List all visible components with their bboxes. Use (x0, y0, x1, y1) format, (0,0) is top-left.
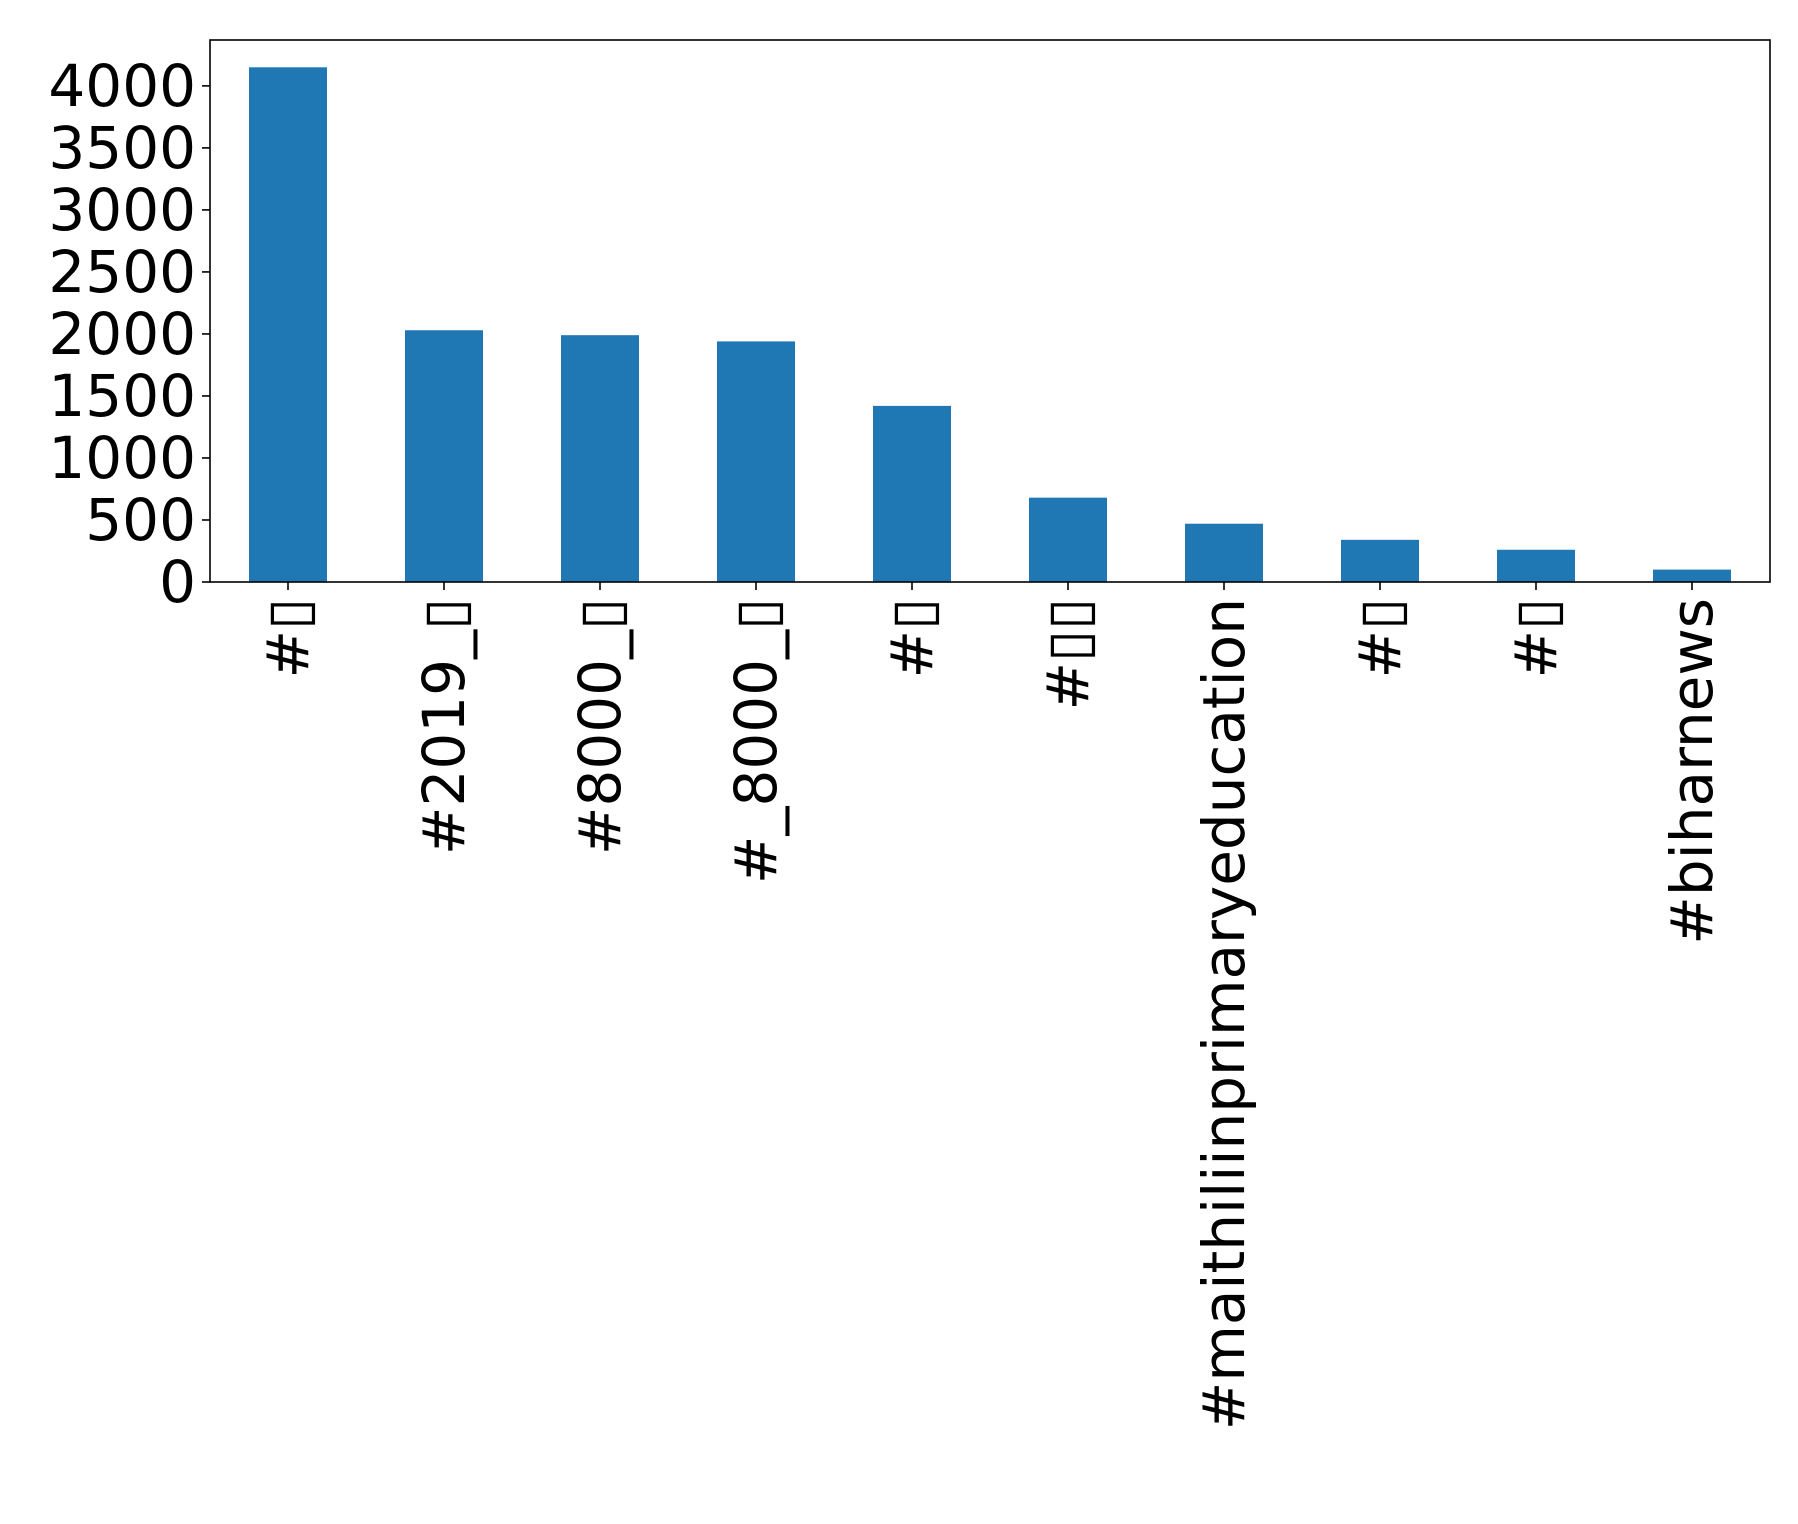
bar-5 (1029, 497, 1107, 582)
y-tick-label-4: 2000 (48, 300, 196, 368)
x-tick-label-2: #8000_▯ (566, 598, 634, 855)
bar-3 (717, 341, 795, 582)
bar-6 (1185, 523, 1263, 582)
bar-9 (1653, 569, 1731, 582)
y-tick-label-7: 3500 (48, 114, 196, 182)
bar-7 (1341, 539, 1419, 582)
x-tick-label-8: #▯ (1502, 598, 1570, 679)
x-tick-label-1: #2019_▯ (410, 598, 478, 855)
x-tick-label-5: #▯▯ (1034, 598, 1102, 710)
x-tick-label-0: #▯ (254, 598, 322, 679)
bar-8 (1497, 549, 1575, 582)
x-tick-label-6: #maithiliinprimaryeducation (1190, 598, 1258, 1430)
bar-0 (249, 67, 327, 583)
x-tick-label-3: #_8000_▯ (722, 598, 790, 884)
x-axis: #▯ #2019_▯ #8000_▯ #_8000_▯ #▯ #▯▯ #maithiliin… (254, 582, 1726, 1430)
bars-group (249, 67, 1731, 583)
y-tick-label-2: 1000 (48, 424, 196, 492)
y-tick-label-3: 1500 (48, 362, 196, 430)
x-tick-label-4: #▯ (878, 598, 946, 679)
x-tick-label-9: #biharnews (1658, 598, 1726, 945)
y-tick-label-1: 500 (85, 486, 196, 554)
plot-frame (209, 39, 1771, 583)
y-tick-label-0: 0 (159, 548, 196, 616)
bar-2 (561, 335, 639, 582)
bar-4 (873, 405, 951, 582)
y-tick-label-5: 2500 (48, 238, 196, 306)
y-tick-label-8: 4000 (48, 52, 196, 120)
x-tick-label-7: #▯ (1346, 598, 1414, 679)
bar-1 (405, 330, 483, 582)
y-tick-label-6: 3000 (48, 176, 196, 244)
